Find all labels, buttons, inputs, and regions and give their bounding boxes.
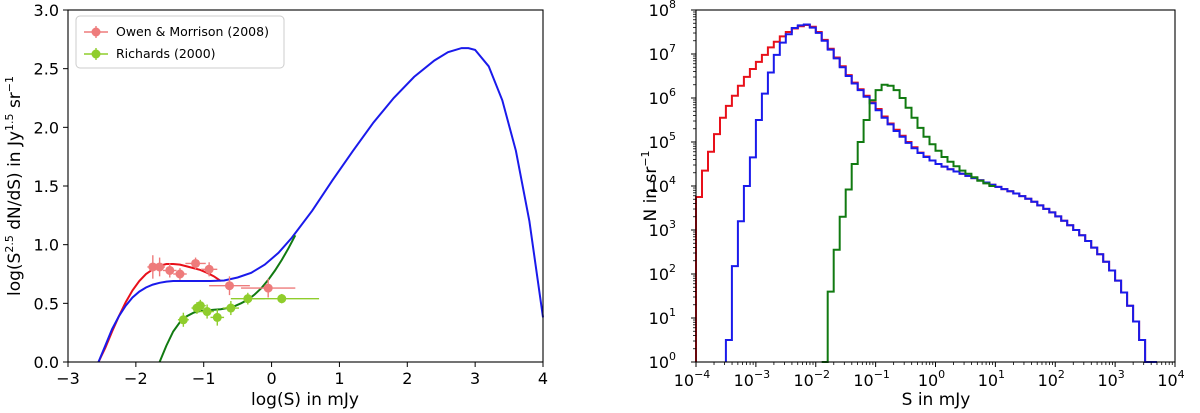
point-marker [165, 265, 175, 275]
data-point [209, 276, 250, 296]
left-legend: Owen & Morrison (2008) Richards (2000) [75, 15, 285, 69]
y-tick-label: 2.0 [34, 118, 59, 137]
left-chart-marks [97, 47, 544, 363]
y-tick-label: 1.5 [34, 177, 59, 196]
x-tick-label: 102 [1038, 368, 1065, 390]
right-x-axis-label: S in mJy [902, 390, 971, 410]
data-point [194, 299, 206, 312]
x-tick-label: −3 [56, 369, 80, 388]
legend-richards-label: Richards (2000) [116, 46, 216, 61]
point-marker [148, 262, 158, 272]
y-tick-label: 108 [649, 0, 676, 20]
y-tick-label: 102 [649, 262, 676, 284]
y-tick-label: 106 [649, 86, 676, 108]
data-point [185, 257, 206, 270]
data-point [201, 262, 218, 277]
x-tick-label: 10−3 [734, 368, 771, 390]
point-marker [155, 262, 165, 272]
left-ticks: −3 −2 −1 0 1 2 3 4 0.0 0.5 1.0 1.5 2.0 2.5 3.0 [34, 1, 549, 388]
right-chart: 10−4 10−3 10−2 10−1 100 101 102 103 104 100 101 102… [639, 0, 1185, 410]
right-ticks: 10−4 10−3 10−2 10−1 100 101 102 103 104 100 101 102… [649, 0, 1185, 390]
x-tick-label: 104 [1157, 368, 1184, 390]
y-tick-label: 100 [649, 350, 676, 372]
left-chart: −3 −2 −1 0 1 2 3 4 0.0 0.5 1.0 1.5 2.0 2.5 3.0 log(S) … [3, 1, 548, 410]
y-tick-label: 107 [649, 42, 676, 64]
x-tick-label: 3 [470, 369, 480, 388]
right-plot-frame [695, 9, 1176, 363]
point-marker [226, 303, 236, 313]
legend-owen-marker [91, 27, 101, 37]
data-point [173, 268, 187, 280]
y-tick-label: 1.0 [34, 236, 59, 255]
x-tick-label: 1 [334, 369, 344, 388]
legend-owen-label: Owen & Morrison (2008) [116, 24, 269, 39]
data-point [222, 300, 239, 316]
x-tick-label: 10−4 [674, 368, 711, 390]
x-tick-label: −2 [124, 369, 148, 388]
data-point [210, 309, 225, 326]
x-tick-label: 100 [918, 368, 945, 390]
point-marker [204, 264, 214, 274]
point-marker [263, 283, 273, 293]
point-marker [212, 312, 222, 322]
left-series-line-1 [97, 47, 544, 363]
x-tick-label: 2 [402, 369, 412, 388]
right-histogram-2 [821, 83, 996, 363]
y-tick-label: 104 [649, 174, 676, 196]
y-tick-label: 0.0 [34, 353, 59, 372]
y-tick-label: 3.0 [34, 1, 59, 20]
data-point [163, 263, 177, 278]
data-point [241, 278, 296, 298]
left-y-axis-label: log(S2.5 dN/dS) in Jy1.5 sr−1 [3, 76, 25, 296]
right-histogram-1 [724, 23, 1157, 363]
y-tick-label: 0.5 [34, 294, 59, 313]
y-tick-label: 103 [649, 218, 676, 240]
x-tick-label: 103 [1097, 368, 1124, 390]
right-y-axis-label: N in sr−1 [639, 150, 661, 221]
left-series-line-0 [97, 263, 222, 363]
x-tick-label: −1 [192, 369, 216, 388]
x-tick-label: 101 [978, 368, 1005, 390]
data-point [154, 257, 166, 277]
point-marker [178, 315, 188, 325]
right-chart-marks [695, 23, 1157, 363]
x-tick-label: 0 [266, 369, 276, 388]
y-tick-label: 2.5 [34, 60, 59, 79]
point-marker [175, 269, 185, 279]
data-point [200, 304, 214, 319]
data-point [177, 312, 189, 327]
point-marker [277, 294, 287, 304]
point-marker [191, 258, 201, 268]
y-tick-label: 101 [649, 306, 676, 328]
point-marker [202, 307, 212, 317]
x-tick-label: 4 [538, 369, 548, 388]
y-tick-label: 105 [649, 130, 676, 152]
left-x-axis-label: log(S) in mJy [251, 390, 359, 410]
data-point [244, 293, 320, 304]
x-tick-label: 10−1 [853, 368, 890, 390]
x-tick-label: 10−2 [793, 368, 830, 390]
point-marker [195, 301, 205, 311]
legend-richards-marker [91, 49, 101, 59]
right-histogram-0 [695, 24, 1157, 363]
legend-frame [75, 15, 285, 69]
point-marker [225, 281, 234, 291]
